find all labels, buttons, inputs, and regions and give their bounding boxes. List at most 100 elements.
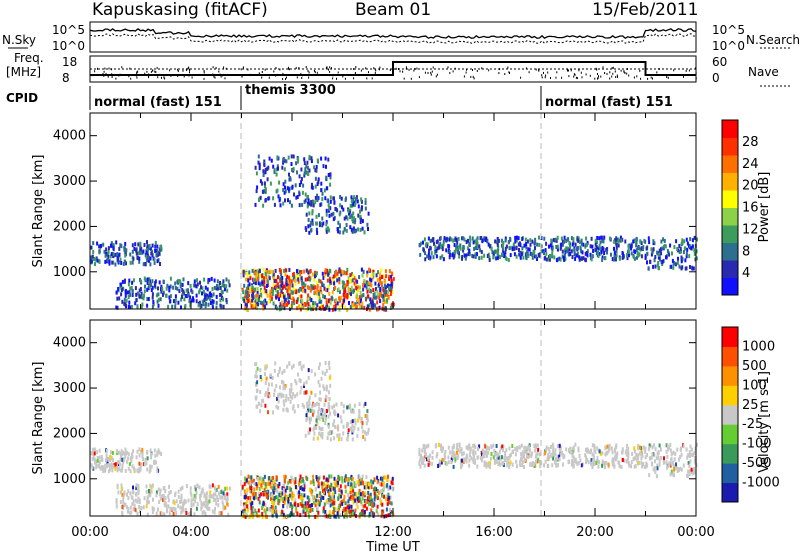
scatter-point — [215, 501, 218, 506]
scatter-point — [107, 254, 110, 259]
scatter-point — [387, 492, 390, 497]
scatter-point — [576, 462, 579, 467]
scatter-point — [287, 283, 290, 287]
scatter-point — [104, 466, 107, 471]
scatter-point — [453, 253, 456, 258]
scatter-point — [363, 283, 366, 288]
scatter-point — [322, 509, 325, 514]
scatter-point — [359, 481, 362, 486]
scatter-point — [325, 208, 328, 213]
scatter-point — [345, 510, 348, 515]
scatter-point — [312, 479, 315, 483]
scatter-point — [347, 404, 350, 409]
scatter-point — [262, 480, 265, 485]
scatter-point — [251, 298, 254, 303]
scatter-point — [527, 455, 530, 460]
scatter-point — [316, 158, 319, 163]
nave-dot — [600, 75, 602, 78]
scatter-point — [250, 513, 253, 517]
scatter-point — [527, 445, 530, 450]
scatter-point — [109, 463, 111, 468]
scatter-point — [521, 246, 524, 251]
scatter-point — [157, 286, 159, 291]
scatter-point — [272, 479, 275, 484]
scatter-point — [180, 493, 183, 498]
scatter-point — [361, 421, 364, 426]
scatter-point — [563, 257, 566, 262]
scatter-point — [310, 202, 313, 207]
scatter-point — [321, 485, 324, 490]
scatter-point — [646, 452, 648, 457]
scatter-point — [383, 307, 386, 312]
scatter-point — [611, 459, 614, 464]
scatter-point — [168, 285, 171, 290]
scatter-point — [291, 185, 294, 190]
scatter-point — [337, 496, 340, 501]
nave-dot — [392, 72, 394, 75]
scatter-point — [391, 513, 394, 518]
scatter-point — [594, 242, 597, 247]
scatter-point — [123, 297, 126, 302]
scatter-point — [534, 445, 537, 449]
nave-dot — [203, 77, 205, 80]
scatter-point — [298, 203, 301, 208]
scatter-point — [309, 288, 312, 293]
scatter-point — [331, 486, 333, 491]
scatter-point — [332, 510, 335, 515]
scatter-point — [175, 499, 178, 504]
scatter-point — [330, 296, 333, 301]
scatter-point — [303, 482, 306, 487]
scatter-point — [476, 241, 479, 246]
scatter-point — [381, 476, 384, 481]
scatter-point — [248, 282, 251, 287]
scatter-point — [291, 497, 294, 502]
scatter-point — [295, 161, 298, 166]
scatter-point — [560, 245, 563, 249]
scatter-point — [130, 452, 133, 457]
scatter-point — [296, 170, 298, 175]
scatter-point — [640, 246, 643, 251]
scatter-point — [317, 366, 320, 370]
scatter-point — [421, 456, 424, 461]
scatter-point — [347, 279, 350, 284]
colorbar-swatch-7 — [722, 346, 738, 367]
scatter-point — [303, 487, 306, 492]
scatter-point — [279, 293, 282, 298]
scatter-point — [323, 490, 325, 495]
scatter-point — [216, 284, 218, 288]
scatter-point — [485, 451, 488, 455]
nave-dot — [158, 73, 160, 76]
scatter-point — [374, 303, 377, 308]
scatter-point — [646, 260, 648, 265]
power-x-ticks — [89, 113, 697, 309]
scatter-point — [310, 159, 313, 164]
scatter-point — [648, 443, 651, 448]
scatter-point — [294, 281, 297, 286]
scatter-point — [432, 237, 435, 241]
scatter-point — [289, 479, 292, 484]
colorbar-swatch-5 — [722, 190, 738, 208]
nave-dot — [597, 77, 599, 80]
scatter-point — [187, 292, 190, 297]
scatter-point — [287, 494, 290, 499]
scatter-point — [693, 467, 696, 471]
scatter-point — [440, 460, 443, 465]
scatter-point — [131, 293, 134, 297]
nave-dot — [157, 76, 159, 79]
scatter-point — [521, 237, 524, 241]
scatter-point — [615, 445, 617, 450]
scatter-point — [312, 474, 314, 479]
scatter-point — [311, 211, 314, 216]
scatter-point — [181, 509, 184, 514]
scatter-point — [483, 454, 486, 459]
scatter-point — [311, 221, 314, 226]
nave-dot — [463, 75, 465, 78]
scatter-point — [573, 459, 576, 464]
scatter-point — [621, 255, 624, 260]
scatter-point — [102, 469, 105, 473]
scatter-point — [198, 300, 201, 305]
scatter-point — [186, 288, 189, 293]
scatter-point — [301, 487, 304, 492]
power-ylabel: Slant Range [km] — [31, 155, 46, 268]
